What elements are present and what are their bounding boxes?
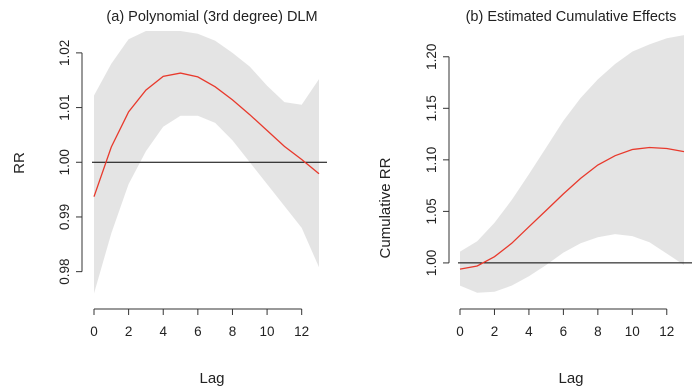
x-tick-label: 0	[456, 324, 464, 339]
confidence-band	[94, 31, 319, 294]
y-tick-label: 1.01	[57, 94, 72, 120]
chart-title: (b) Estimated Cumulative Effects	[466, 9, 677, 25]
x-axis: 0 2 4 6 8 10 12	[90, 308, 309, 339]
x-axis: 0 2 4 6 8 10 12	[456, 308, 674, 339]
x-tick-label: 6	[560, 324, 568, 339]
estimate-line-layer	[93, 72, 320, 197]
x-axis-label: Lag	[558, 370, 583, 387]
y-axis: 1.00 1.05 1.10 1.15 1.20	[424, 44, 450, 276]
x-tick-label: 4	[159, 324, 167, 339]
x-tick-label: 10	[625, 324, 640, 339]
y-axis: 0.98 0.99 1.00 1.01 1.02	[57, 40, 83, 285]
x-tick-label: 12	[294, 324, 309, 339]
y-tick-label: 1.10	[424, 147, 439, 173]
estimate-line-layer	[459, 146, 685, 270]
y-axis-label: Cumulative RR	[377, 157, 394, 258]
y-tick-label: 1.02	[57, 40, 72, 66]
x-tick-label: 8	[229, 324, 237, 339]
x-tick-label: 12	[659, 324, 674, 339]
y-tick-label: 1.20	[424, 44, 439, 70]
x-tick-label: 2	[125, 324, 133, 339]
x-tick-label: 6	[194, 324, 202, 339]
y-tick-label: 1.05	[424, 198, 439, 224]
x-axis-label: Lag	[199, 370, 224, 387]
chart-panel-a: (a) Polynomial (3rd degree) DLM RR Lag 0…	[11, 9, 327, 387]
estimate-line	[459, 146, 685, 270]
chart-panel-b: (b) Estimated Cumulative Effects Cumulat…	[377, 9, 692, 387]
chart-title: (a) Polynomial (3rd degree) DLM	[106, 9, 317, 25]
y-tick-label: 1.15	[424, 95, 439, 121]
x-tick-label: 2	[491, 324, 499, 339]
x-tick-label: 8	[594, 324, 602, 339]
confidence-band-layer	[94, 31, 319, 294]
y-tick-label: 1.00	[424, 250, 439, 276]
y-tick-label: 0.99	[57, 204, 72, 230]
y-tick-label: 1.00	[57, 149, 72, 175]
x-tick-label: 10	[260, 324, 275, 339]
confidence-band-layer	[460, 35, 684, 293]
x-tick-label: 4	[525, 324, 533, 339]
estimate-line	[93, 72, 320, 197]
y-tick-label: 0.98	[57, 259, 72, 285]
y-axis-label: RR	[11, 152, 28, 174]
confidence-band	[460, 35, 684, 293]
x-tick-label: 0	[90, 324, 98, 339]
